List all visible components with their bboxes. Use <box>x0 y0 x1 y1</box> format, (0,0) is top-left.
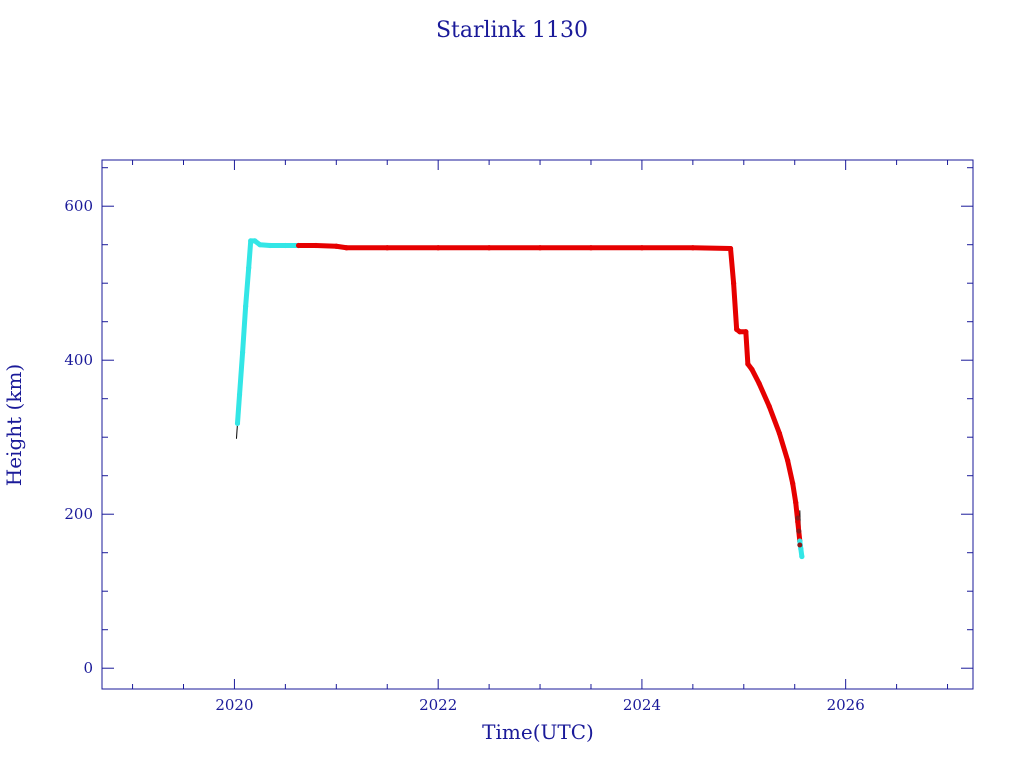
data-point <box>333 243 339 249</box>
x-tick-label: 2026 <box>827 696 865 714</box>
axis-ticks <box>102 160 973 689</box>
data-point <box>234 420 241 426</box>
y-tick-label: 200 <box>64 505 93 523</box>
data-point <box>798 546 804 552</box>
data-point <box>749 366 755 373</box>
data-point <box>745 361 751 367</box>
x-tick-label: 2020 <box>215 696 253 714</box>
data-point <box>639 245 645 251</box>
data-point <box>236 392 243 398</box>
series-marks <box>234 238 805 560</box>
x-axis-label: Time(UTC) <box>482 720 594 744</box>
y-tick-label: 600 <box>64 197 93 215</box>
data-point <box>790 480 796 487</box>
data-point <box>795 519 801 525</box>
data-point <box>799 553 805 560</box>
data-point <box>435 245 441 251</box>
data-point <box>486 245 492 251</box>
plot-frame <box>101 159 974 690</box>
data-point <box>793 500 799 506</box>
data-point <box>776 430 783 436</box>
data-point <box>737 329 743 335</box>
data-point <box>313 242 319 249</box>
series-line-1 <box>296 242 803 544</box>
reentry-point <box>797 542 803 548</box>
data-point <box>252 238 258 244</box>
data-point <box>239 349 246 356</box>
data-point <box>257 242 263 248</box>
data-point <box>267 242 273 249</box>
data-point <box>384 245 390 251</box>
data-point <box>766 403 772 410</box>
data-point <box>343 245 350 251</box>
axis-tick-labels: 2020 2022 2024 2026 0 200 400 600 <box>64 197 864 714</box>
data-point <box>537 245 543 251</box>
data-point <box>797 538 803 544</box>
data-point <box>727 245 734 252</box>
y-tick-label: 0 <box>83 659 93 677</box>
chart-title: Starlink 1130 <box>436 18 588 43</box>
data-point <box>296 242 302 249</box>
x-tick-label: 2022 <box>419 696 457 714</box>
data-point <box>731 280 737 286</box>
x-tick-label: 2024 <box>623 696 661 714</box>
data-point <box>743 329 749 335</box>
reentry-point <box>796 528 802 534</box>
data-point <box>756 380 762 386</box>
data-point <box>248 238 254 244</box>
data-point <box>588 245 594 251</box>
data-point <box>243 303 249 309</box>
data-point <box>690 245 696 251</box>
data-point <box>246 265 252 271</box>
y-axis-label: Height (km) <box>2 364 26 486</box>
data-point <box>282 242 288 249</box>
y-tick-label: 400 <box>64 351 93 369</box>
data-point <box>784 457 791 463</box>
reentry-point <box>795 515 801 521</box>
